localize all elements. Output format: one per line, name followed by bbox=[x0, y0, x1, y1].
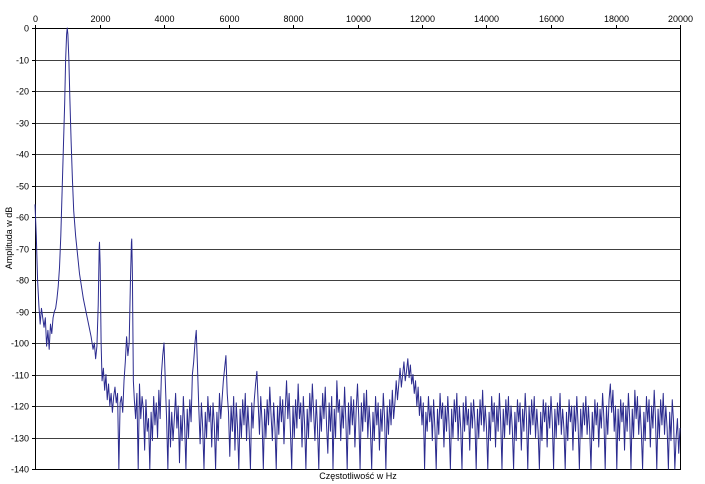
x-tick-label-1: 2000 bbox=[90, 14, 110, 24]
y-tick-label-5: -50 bbox=[16, 182, 29, 192]
y-tick-label-6: -60 bbox=[16, 213, 29, 223]
x-axis-title: Częstotliwość w Hz bbox=[319, 471, 397, 481]
x-tick-label-10: 20000 bbox=[668, 14, 693, 24]
plot-area-frame bbox=[35, 28, 681, 470]
y-tick-label-9: -90 bbox=[16, 308, 29, 318]
y-axis-ticks: 0 -10 -20 -30 -40 -50 -60 -70 -80 -90 -100 -110 -120… bbox=[11, 24, 35, 475]
y-tick-label-2: -20 bbox=[16, 87, 29, 97]
series-line bbox=[34, 27, 681, 470]
y-tick-label-12: -120 bbox=[11, 402, 29, 412]
y-tick-label-10: -100 bbox=[11, 339, 29, 349]
x-tick-label-2: 4000 bbox=[154, 14, 174, 24]
x-tick-label-4: 8000 bbox=[283, 14, 303, 24]
x-tick-label-9: 18000 bbox=[604, 14, 629, 24]
x-tick-label-8: 16000 bbox=[539, 14, 564, 24]
y-tick-label-7: -70 bbox=[16, 245, 29, 255]
y-tick-label-1: -10 bbox=[16, 56, 29, 66]
y-tick-label-11: -110 bbox=[12, 371, 29, 381]
y-axis-title: Amplituda w dB bbox=[4, 207, 14, 270]
x-axis-ticks: 0 2000 4000 6000 8000 10000 12000 14000 16000 180… bbox=[33, 14, 693, 28]
y-tick-label-13: -130 bbox=[11, 434, 29, 444]
x-tick-label-0: 0 bbox=[33, 14, 38, 24]
x-tick-label-3: 6000 bbox=[219, 14, 239, 24]
x-tick-label-5: 10000 bbox=[346, 14, 371, 24]
y-tick-label-3: -30 bbox=[16, 119, 29, 129]
y-tick-label-4: -40 bbox=[16, 150, 29, 160]
y-tick-label-0: 0 bbox=[24, 24, 29, 34]
x-tick-label-7: 14000 bbox=[474, 14, 499, 24]
y-tick-label-8: -80 bbox=[16, 276, 29, 286]
x-tick-label-6: 12000 bbox=[410, 14, 435, 24]
y-tick-label-14: -140 bbox=[11, 465, 29, 475]
